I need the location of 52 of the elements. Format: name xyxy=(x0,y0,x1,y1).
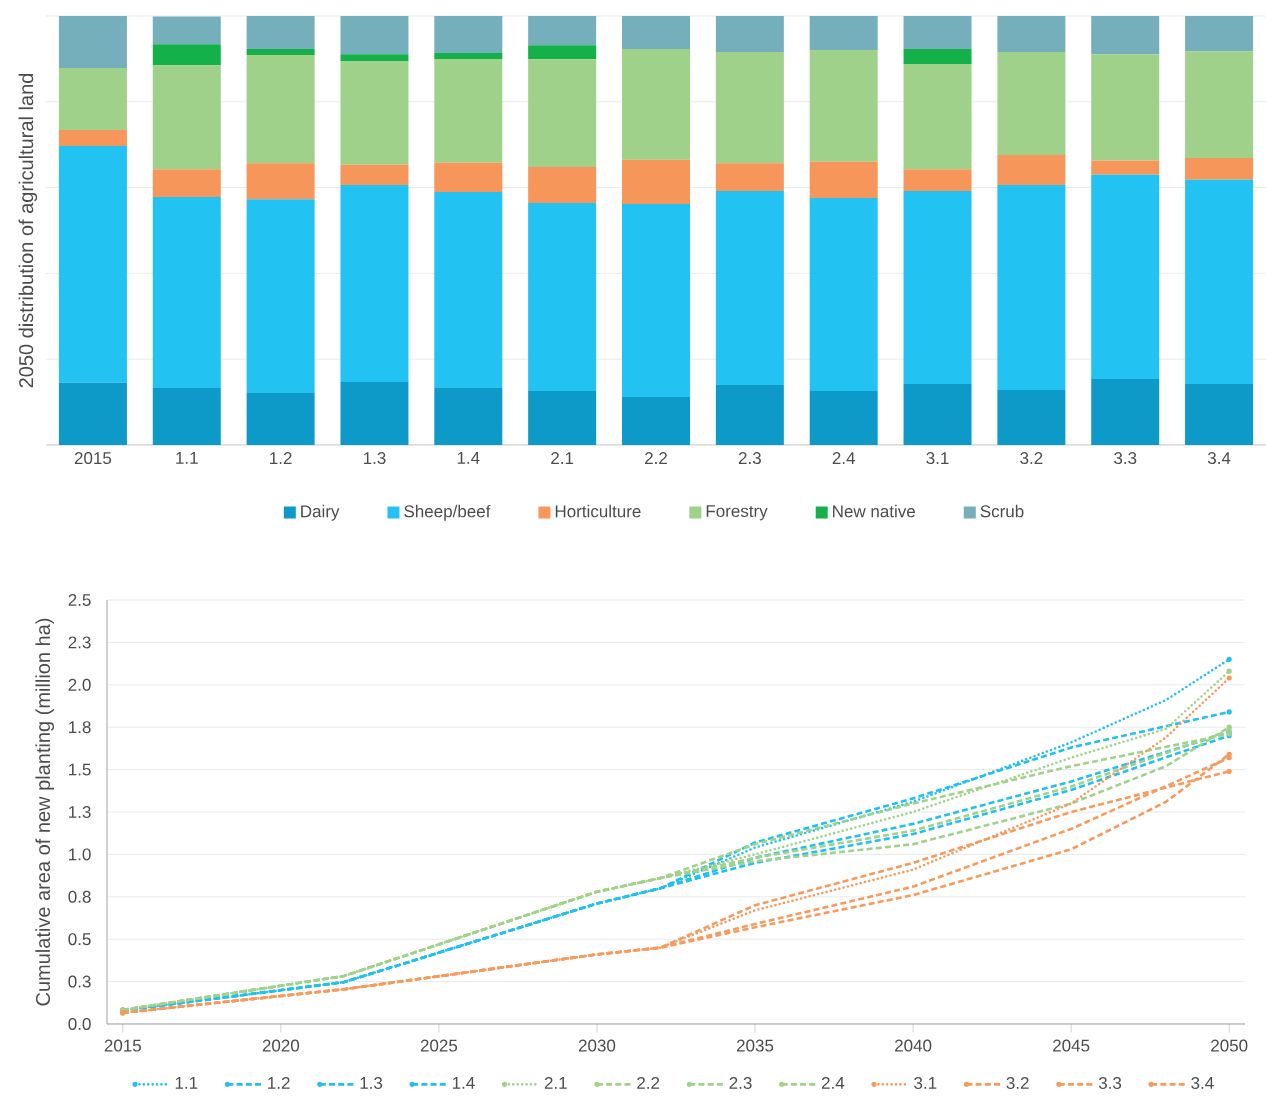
legend-label: 2.1 xyxy=(544,1076,567,1089)
legend-label: 1.4 xyxy=(452,1076,475,1089)
legend-label: Sheep/beef xyxy=(404,504,491,521)
x-tick-label: 1.3 xyxy=(363,452,386,465)
y-axis-title: Cumulative area of new planting (million ha) xyxy=(35,618,55,1006)
legend-label: 3.1 xyxy=(914,1076,937,1089)
legend-label: Scrub xyxy=(980,504,1024,518)
y-tick-label: 0.0 xyxy=(68,1017,91,1030)
y-tick-label: 2.5 xyxy=(68,593,91,606)
x-tick-label: 1.4 xyxy=(457,452,480,464)
legend-label: Forestry xyxy=(706,505,768,521)
x-tick-label: 3.2 xyxy=(1020,452,1043,465)
x-tick-label: 2.3 xyxy=(738,452,761,465)
y-tick-label: 1.3 xyxy=(69,805,91,818)
x-tick-label: 1.1 xyxy=(176,452,198,464)
x-tick-label: 2045 xyxy=(1053,1039,1090,1052)
legend-label: 2.2 xyxy=(637,1076,660,1089)
legend-label: 3.4 xyxy=(1191,1076,1214,1089)
y-tick-label: 1.0 xyxy=(69,848,91,861)
x-tick-label: 2035 xyxy=(736,1039,774,1052)
x-tick-label: 2020 xyxy=(262,1039,300,1052)
x-tick-label: 2040 xyxy=(895,1039,932,1052)
y-tick-label: 0.5 xyxy=(68,933,91,946)
y-tick-label: 0.3 xyxy=(68,975,91,988)
x-tick-label: 2.4 xyxy=(832,452,856,464)
x-tick-label: 2.1 xyxy=(551,452,574,464)
x-tick-label: 3.1 xyxy=(926,452,949,465)
y-tick-label: 0.8 xyxy=(68,890,91,903)
legend-label: New native xyxy=(833,504,915,518)
legend-label: Dairy xyxy=(301,504,340,521)
x-tick-label: 2030 xyxy=(578,1039,616,1052)
x-tick-label: 2015 xyxy=(74,452,112,465)
x-tick-label: 2015 xyxy=(104,1039,142,1052)
x-tick-label: 2050 xyxy=(1211,1039,1248,1052)
x-tick-label: 1.2 xyxy=(270,452,292,464)
y-tick-label: 2.3 xyxy=(68,636,91,649)
y-tick-label: 2.0 xyxy=(68,678,91,691)
x-tick-label: 3.3 xyxy=(1114,452,1137,465)
legend-label: 1.3 xyxy=(360,1076,383,1089)
legend-label: Horticulture xyxy=(555,504,641,518)
legend-label: 2.3 xyxy=(729,1076,752,1089)
y-tick-label: 1.8 xyxy=(69,721,91,734)
legend-label: 3.3 xyxy=(1098,1076,1122,1089)
x-tick-label: 2025 xyxy=(420,1039,458,1052)
legend-label: 3.2 xyxy=(1006,1076,1029,1089)
y-axis-title: 2050 distribution of agricultural land xyxy=(18,73,38,388)
legend-label: 2.4 xyxy=(821,1076,845,1089)
y-tick-label: 1.5 xyxy=(69,763,91,776)
x-tick-label: 2.2 xyxy=(645,452,667,464)
legend-label: 1.2 xyxy=(268,1076,290,1089)
x-tick-label: 3.4 xyxy=(1207,452,1231,465)
legend-label: 1.1 xyxy=(175,1076,198,1089)
